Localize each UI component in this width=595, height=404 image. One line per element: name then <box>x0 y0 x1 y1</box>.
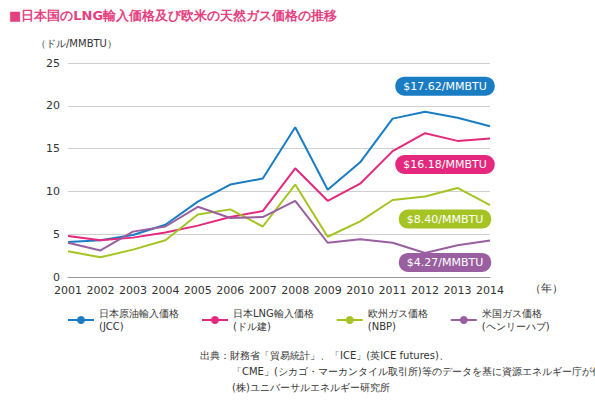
svg-text:$16.18/MMBTU: $16.18/MMBTU <box>403 158 487 171</box>
svg-text:2002: 2002 <box>86 284 114 297</box>
svg-text:2008: 2008 <box>281 284 309 297</box>
svg-text:■日本国のLNG輸入価格及び欧米の天然ガス価格の推移: ■日本国のLNG輸入価格及び欧米の天然ガス価格の推移 <box>9 8 337 23</box>
svg-text:欧州ガス価格: 欧州ガス価格 <box>368 308 428 319</box>
svg-text:2010: 2010 <box>346 284 374 297</box>
svg-text:(ヘンリーハブ): (ヘンリーハブ) <box>482 321 550 332</box>
svg-text:$17.62/MMBTU: $17.62/MMBTU <box>403 80 487 93</box>
svg-text:2011: 2011 <box>379 284 407 297</box>
svg-text:20: 20 <box>46 99 60 112</box>
svg-text:10: 10 <box>46 185 60 198</box>
svg-text:2004: 2004 <box>151 284 179 297</box>
svg-text:$4.27/MMBTU: $4.27/MMBTU <box>407 256 484 269</box>
svg-text:(ドル建): (ドル建) <box>233 321 271 332</box>
svg-text:（年）: （年） <box>530 282 563 295</box>
svg-text:日本原油輸入価格: 日本原油輸入価格 <box>99 308 179 319</box>
svg-text:25: 25 <box>46 57 60 70</box>
svg-text:$8.40/MMBTU: $8.40/MMBTU <box>407 213 484 226</box>
svg-text:日本LNG輸入価格: 日本LNG輸入価格 <box>233 308 314 319</box>
svg-text:0: 0 <box>53 271 60 284</box>
svg-text:「CME」(シカゴ・マーカンタイル取引所)等のデータを基に資: 「CME」(シカゴ・マーカンタイル取引所)等のデータを基に資源エネルギー庁が作成 <box>232 366 595 377</box>
svg-text:2012: 2012 <box>411 284 439 297</box>
svg-text:(NBP): (NBP) <box>368 321 396 332</box>
svg-text:2013: 2013 <box>444 284 472 297</box>
svg-text:2003: 2003 <box>119 284 147 297</box>
svg-text:2006: 2006 <box>216 284 244 297</box>
svg-text:（ドル/MMBTU）: （ドル/MMBTU） <box>36 38 117 49</box>
svg-text:(JCC): (JCC) <box>99 321 124 332</box>
svg-text:出典：財務省「貿易統計」、「ICE」(英ICE future: 出典：財務省「貿易統計」、「ICE」(英ICE futures)、 <box>200 350 449 361</box>
svg-text:2005: 2005 <box>184 284 212 297</box>
svg-text:2009: 2009 <box>314 284 342 297</box>
svg-text:5: 5 <box>53 228 60 241</box>
svg-text:米国ガス価格: 米国ガス価格 <box>482 308 542 319</box>
svg-text:2014: 2014 <box>476 284 504 297</box>
svg-text:2001: 2001 <box>54 284 82 297</box>
svg-text:15: 15 <box>46 142 60 155</box>
svg-text:(株)ユニバーサルエネルギー研究所: (株)ユニバーサルエネルギー研究所 <box>232 382 390 393</box>
svg-text:2007: 2007 <box>249 284 277 297</box>
